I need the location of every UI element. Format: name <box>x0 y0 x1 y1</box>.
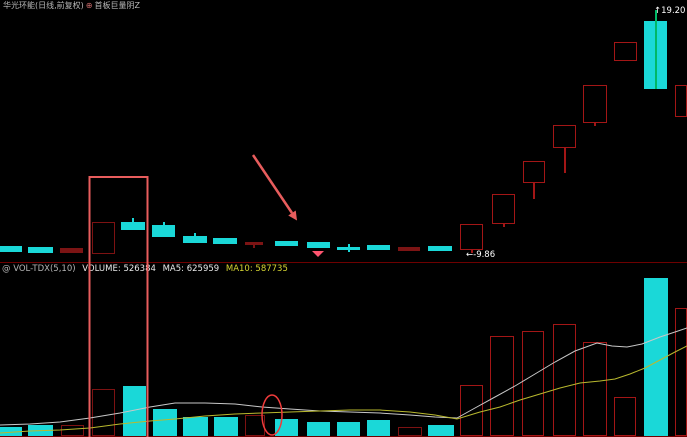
volume-bar <box>0 427 22 436</box>
volume-bar <box>398 427 422 436</box>
volume-indicator-row: @ VOL-TDX(5,10) VOLUME: 526384 MA5: 6259… <box>2 264 288 274</box>
candle-wick <box>470 250 473 253</box>
volume-label: VOLUME: 526384 <box>82 264 156 274</box>
candle <box>398 247 420 251</box>
candle-wick <box>194 233 196 236</box>
volume-bar <box>428 425 454 436</box>
candle <box>614 42 637 61</box>
volume-bar <box>61 425 84 436</box>
candle-wick <box>502 224 505 227</box>
candle <box>553 125 576 148</box>
ma5-label: MA5: 625959 <box>162 264 220 274</box>
candle <box>152 225 175 237</box>
volume-bar <box>553 324 576 436</box>
candle <box>0 246 22 252</box>
volume-bar <box>183 417 208 436</box>
volume-indicator-name[interactable]: @ VOL-TDX(5,10) <box>2 264 76 274</box>
chart-header: 华光环能(日线,前复权) ⊕ 首板巨量阴Z <box>3 1 140 10</box>
volume-bar <box>28 425 53 436</box>
stock-title: 华光环能(日线,前复权) <box>3 1 84 10</box>
candle-wick <box>162 222 165 225</box>
candle-wick <box>563 148 566 173</box>
candle <box>245 242 263 245</box>
candle <box>275 241 298 246</box>
candle-wick <box>533 183 535 199</box>
volume-bar <box>214 417 238 436</box>
pane-divider <box>0 262 687 263</box>
candle <box>92 222 115 254</box>
volume-bar <box>367 420 390 436</box>
candle <box>60 248 83 253</box>
volume-bar <box>153 409 177 436</box>
candle <box>307 242 330 248</box>
volume-value: 526384 <box>123 264 156 274</box>
candle-wick <box>594 123 596 126</box>
volume-bar <box>614 397 636 436</box>
indicator-badge-icon: ⊕ <box>85 1 93 10</box>
candle <box>213 238 237 244</box>
candle <box>337 247 360 250</box>
volume-bar <box>490 336 514 436</box>
volume-bar <box>460 385 483 436</box>
candle-wick <box>654 10 657 89</box>
candle <box>183 236 207 243</box>
candle <box>28 247 53 253</box>
candle <box>428 246 452 251</box>
candle <box>583 85 607 123</box>
volume-bar <box>245 415 265 436</box>
candle <box>675 85 687 117</box>
candle <box>367 245 390 250</box>
volume-bar <box>123 386 146 436</box>
volume-bar <box>644 278 668 436</box>
ma5-value: 625959 <box>186 264 220 274</box>
candle <box>460 224 483 250</box>
price-high-label: ↑19.20 <box>654 6 686 16</box>
volume-bar <box>275 419 298 436</box>
price-low-label: ←-9.86 <box>466 250 496 260</box>
indicator-name[interactable]: 首板巨量阴Z <box>94 1 140 10</box>
candle <box>492 194 515 224</box>
volume-bar <box>675 308 687 436</box>
volume-bar <box>337 422 360 436</box>
volume-bar <box>92 389 115 436</box>
volume-bar <box>307 422 330 436</box>
candle-wick <box>253 245 255 248</box>
volume-bar <box>522 331 544 436</box>
candle <box>121 222 145 230</box>
ma10-label: MA10: 587735 <box>225 264 288 274</box>
candle <box>523 161 545 183</box>
volume-bar <box>583 342 607 436</box>
ma10-value: 587735 <box>255 264 288 274</box>
